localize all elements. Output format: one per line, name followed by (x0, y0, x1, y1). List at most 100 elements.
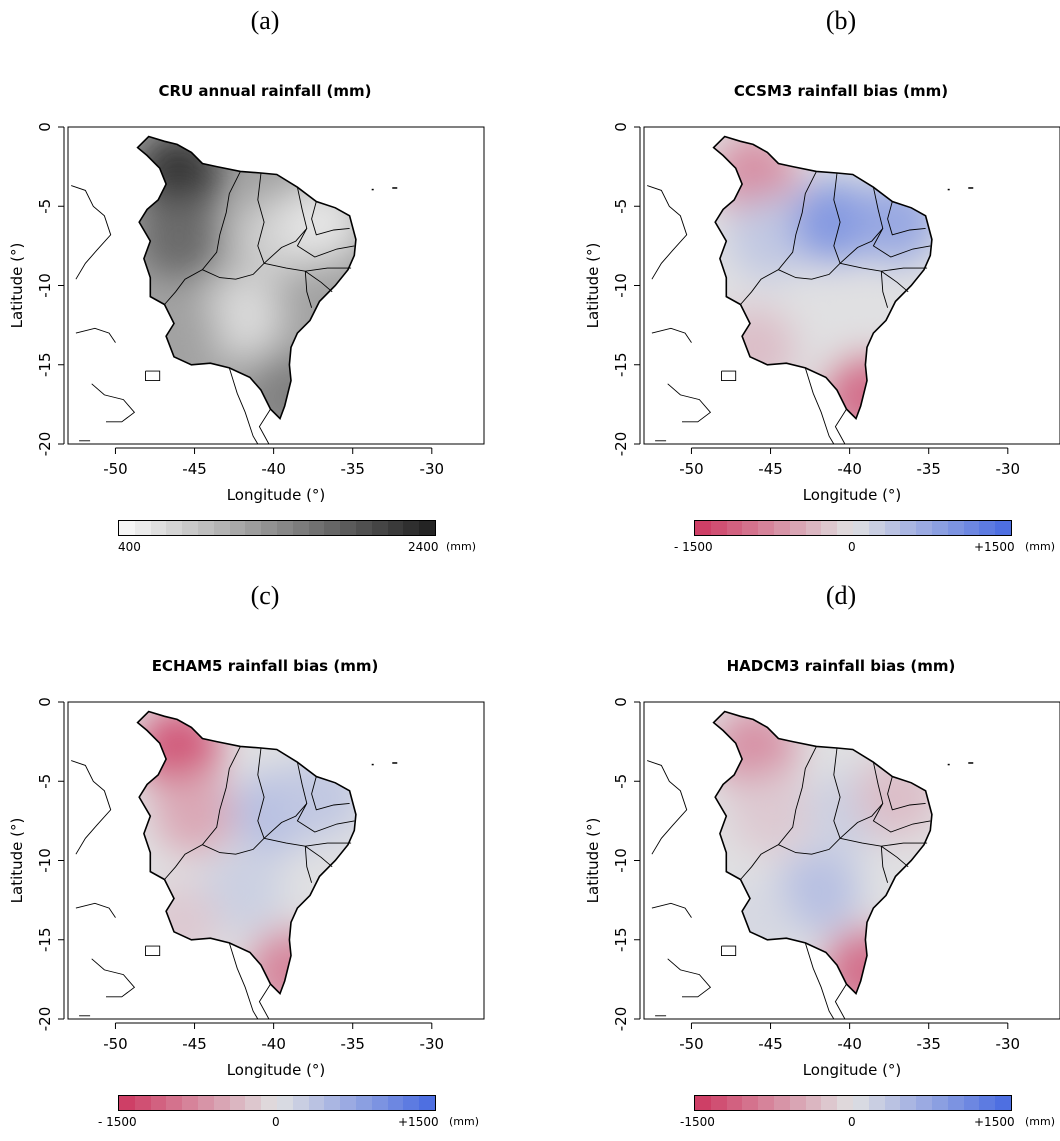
colorbar-swatch (403, 1096, 420, 1110)
state-border (839, 762, 884, 839)
region-outline (136, 135, 357, 421)
map-title: HADCM3 rainfall bias (mm) (726, 657, 956, 675)
colorbar-min-label: 400 (118, 540, 141, 554)
rainfall-cell (728, 770, 813, 855)
y-tick-label: -10 (36, 848, 54, 873)
colorbar-swatch (340, 521, 356, 535)
x-tick-label: -45 (758, 460, 783, 478)
colorbar-swatch (419, 521, 435, 535)
state-border (311, 776, 350, 811)
x-tick-label: -50 (103, 460, 128, 478)
state-border (75, 902, 116, 918)
rainfall-cell (137, 881, 221, 966)
colorbar-swatch (695, 521, 711, 535)
state-border (887, 776, 926, 811)
colorbar-unit: (mm) (449, 1115, 480, 1128)
colorbar-swatch (931, 1096, 948, 1110)
state-border (296, 803, 355, 833)
state-border (263, 187, 308, 264)
state-border (296, 228, 355, 258)
x-axis-label: Longitude (°) (803, 1061, 902, 1079)
colorbar-swatch (387, 521, 404, 535)
colorbar-swatch (229, 1096, 246, 1110)
rainfall-cell (713, 881, 797, 966)
colorbar-swatch (213, 521, 230, 535)
colorbar-swatch (261, 1096, 277, 1110)
colorbar-swatch (789, 1096, 806, 1110)
colorbar-swatch (119, 521, 135, 535)
x-tick-label: -40 (837, 1035, 862, 1053)
colorbar-swatch (947, 1096, 964, 1110)
x-tick-label: -50 (679, 1035, 704, 1053)
rainfall-cell (137, 291, 221, 376)
y-axis-label: Latitude (°) (584, 818, 602, 904)
region-outline (712, 710, 933, 996)
state-border (647, 185, 688, 280)
colorbar (118, 520, 436, 536)
colorbar-swatch (963, 1096, 980, 1110)
state-border (721, 945, 737, 957)
x-tick-label: -30 (420, 1035, 445, 1053)
island (371, 188, 374, 191)
y-tick-label: -15 (36, 353, 54, 378)
colorbar-mid-label: 0 (848, 1115, 856, 1129)
y-axis-label: Latitude (°) (584, 243, 602, 329)
colorbar-swatch (403, 521, 420, 535)
state-border (305, 845, 333, 868)
y-tick-label: -20 (36, 432, 54, 457)
state-border (305, 270, 333, 293)
colorbar-swatch (308, 1096, 325, 1110)
colorbar-swatch (710, 521, 727, 535)
map-plot: -50 -45 -40 -35 -30 Longitude (°) 0 -5 -10 -15 -20… (8, 122, 485, 504)
colorbar-swatch (371, 1096, 388, 1110)
plot-frame (67, 126, 485, 445)
rainfall-cell (791, 180, 876, 265)
colorbar-swatch (134, 1096, 151, 1110)
colorbar-swatch (805, 521, 822, 535)
colorbar-swatch (868, 1096, 885, 1110)
colorbar-swatch (852, 521, 869, 535)
map-title: CCSM3 rainfall bias (mm) (733, 82, 949, 100)
colorbar-swatch (773, 1096, 790, 1110)
colorbar-swatch (324, 1096, 341, 1110)
state-border (740, 171, 817, 305)
island (968, 762, 974, 764)
state-border (721, 370, 737, 382)
x-tick-label: -45 (182, 460, 207, 478)
state-border (311, 201, 350, 236)
y-axis-label: Latitude (°) (8, 818, 26, 904)
colorbar-swatch (868, 521, 885, 535)
state-border (91, 383, 136, 423)
y-tick-label: -5 (36, 199, 54, 214)
plot-frame (67, 701, 485, 1020)
y-tick-label: -10 (612, 273, 630, 298)
colorbar-swatch (150, 521, 167, 535)
state-border (263, 762, 308, 839)
colorbar-swatch (773, 521, 790, 535)
colorbar-max-label: +1500 (974, 540, 1015, 554)
state-border (145, 370, 161, 382)
map-plot: -50 -45 -40 -35 -30 Longitude (°) 0 -5 -10 -15 -20… (584, 697, 1060, 1079)
y-tick-label: 0 (36, 122, 54, 132)
island (947, 188, 950, 191)
colorbar-swatch (371, 521, 388, 535)
state-border (228, 367, 259, 445)
state-border (834, 408, 847, 445)
colorbar-swatch (884, 521, 901, 535)
panel-a: (a) CRU annual rainfall (mm) -50 -45 -40 -3… (0, 0, 530, 566)
y-tick-label: -5 (612, 199, 630, 214)
y-tick-label: -15 (612, 353, 630, 378)
x-tick-label: -35 (340, 1035, 365, 1053)
x-tick-label: -30 (996, 460, 1021, 478)
colorbar-swatch (261, 521, 277, 535)
colorbar-swatch (805, 1096, 822, 1110)
colorbar-swatch (789, 521, 806, 535)
x-tick-label: -35 (340, 460, 365, 478)
y-tick-label: -5 (36, 774, 54, 789)
panel-letter: (a) (250, 6, 280, 35)
x-tick-label: -35 (916, 460, 941, 478)
state-border (667, 958, 712, 998)
rainfall-cell (728, 195, 813, 280)
colorbar-swatch (119, 1096, 135, 1110)
colorbar-swatch (197, 1096, 214, 1110)
